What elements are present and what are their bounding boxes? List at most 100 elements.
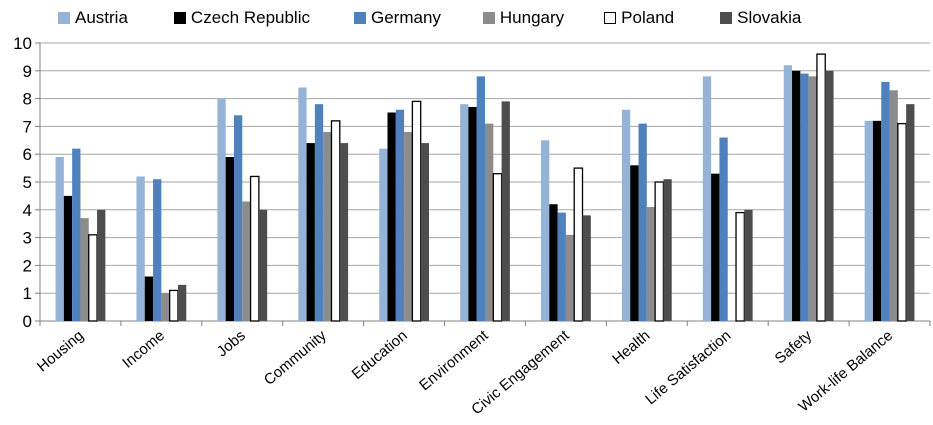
bar-slovakia (258, 209, 268, 321)
legend-item-germany: Germany (353, 8, 441, 28)
legend-swatch (720, 12, 733, 24)
bar-hungary (161, 293, 170, 321)
legend-item-austria: Austria (58, 8, 128, 28)
x-tick-label: Community (261, 327, 330, 389)
bar-czech-republic (872, 120, 882, 321)
bar-poland (897, 122, 907, 322)
bar-austria (460, 104, 469, 321)
bar-austria (217, 98, 226, 321)
bar-hungary (565, 234, 575, 321)
legend-swatch (482, 12, 495, 24)
y-tick-label: 7 (23, 117, 32, 136)
x-tick-label: Jobs (214, 327, 249, 360)
bar-slovakia (501, 101, 510, 321)
bar-germany (233, 115, 243, 321)
bar-poland (492, 173, 503, 322)
bar-germany (72, 148, 81, 321)
bar-hungary (80, 218, 89, 321)
x-tick-label: Safety (772, 327, 816, 368)
bar-austria (55, 156, 64, 321)
bar-czech-republic (63, 195, 73, 321)
bar-germany (314, 104, 324, 321)
bar-slovakia (582, 215, 591, 321)
y-tick-label: 2 (23, 256, 32, 275)
bar-germany (719, 137, 728, 321)
x-tick-label: Health (609, 327, 653, 368)
y-tick-label: 10 (13, 34, 32, 53)
bar-hungary (404, 131, 413, 321)
legend-label: Czech Republic (190, 8, 310, 27)
y-tick-label: 1 (23, 284, 32, 303)
legend-swatch (58, 12, 70, 24)
legend-label: Germany (370, 8, 441, 27)
bar-germany (476, 76, 485, 321)
bar-czech-republic (792, 70, 801, 321)
bar-czech-republic (225, 156, 234, 321)
bar-poland (654, 181, 665, 322)
bar-czech-republic (711, 173, 720, 321)
x-tick-label: Environment (416, 327, 492, 395)
y-tick-label: 0 (23, 312, 32, 331)
legend-label: Hungary (499, 8, 565, 27)
bar-czech-republic (549, 204, 558, 321)
legend-label: Slovakia (737, 8, 802, 27)
legend-swatch (604, 12, 617, 24)
bar-slovakia (177, 284, 187, 321)
bar-austria (298, 87, 307, 321)
bar-hungary (323, 131, 332, 321)
bar-czech-republic (387, 112, 396, 321)
bar-czech-republic (468, 106, 477, 321)
x-tick-label: Housing (34, 327, 87, 375)
bar-slovakia (744, 209, 753, 321)
legend-swatch (173, 12, 186, 24)
y-tick-label: 9 (23, 62, 32, 81)
bar-hungary (485, 123, 494, 322)
bar-slovakia (906, 104, 915, 321)
bar-slovakia (339, 143, 349, 321)
bar-czech-republic (306, 143, 315, 321)
bar-czech-republic (144, 276, 154, 321)
bar-poland (573, 167, 584, 322)
y-tick-label: 4 (23, 201, 32, 220)
bar-germany (638, 123, 647, 322)
bar-hungary (646, 207, 656, 321)
bar-hungary (808, 76, 817, 321)
bar-hungary (242, 201, 251, 321)
bar-czech-republic (630, 165, 639, 321)
bar-austria (783, 65, 793, 322)
bar-poland (816, 53, 826, 322)
bar-hungary (889, 90, 898, 321)
y-tick-label: 5 (23, 173, 32, 192)
bar-slovakia (420, 143, 429, 321)
bar-poland (169, 289, 179, 322)
bar-poland (88, 234, 98, 322)
bar-germany (395, 109, 405, 321)
legend-item-slovakia: Slovakia (720, 8, 801, 28)
bar-poland (411, 100, 422, 322)
legend-item-poland: Poland (604, 8, 674, 28)
bar-austria (379, 148, 388, 321)
bar-slovakia (825, 70, 834, 321)
legend-label: Austria (75, 8, 128, 27)
y-tick-label: 6 (23, 145, 32, 164)
bar-slovakia (663, 179, 672, 321)
bar-poland (330, 120, 341, 322)
bar-poland (249, 175, 260, 322)
bar-germany (153, 179, 162, 321)
legend-swatch (353, 12, 366, 24)
x-tick-label: Income (119, 327, 168, 372)
bar-germany (557, 212, 566, 321)
x-tick-label: Education (349, 327, 411, 383)
bar-germany (881, 81, 890, 321)
chart-legend: Austria Czech Republic Germany Hungary P… (58, 7, 801, 29)
y-tick-label: 3 (23, 229, 32, 248)
bar-austria (864, 120, 873, 321)
legend-item-hungary: Hungary (482, 8, 565, 28)
bar-germany (800, 73, 809, 321)
legend-item-czech-republic: Czech Republic (173, 8, 310, 28)
bar-austria (702, 76, 712, 321)
bar-austria (136, 176, 145, 321)
bar-austria (621, 109, 631, 321)
bar-slovakia (97, 209, 106, 321)
